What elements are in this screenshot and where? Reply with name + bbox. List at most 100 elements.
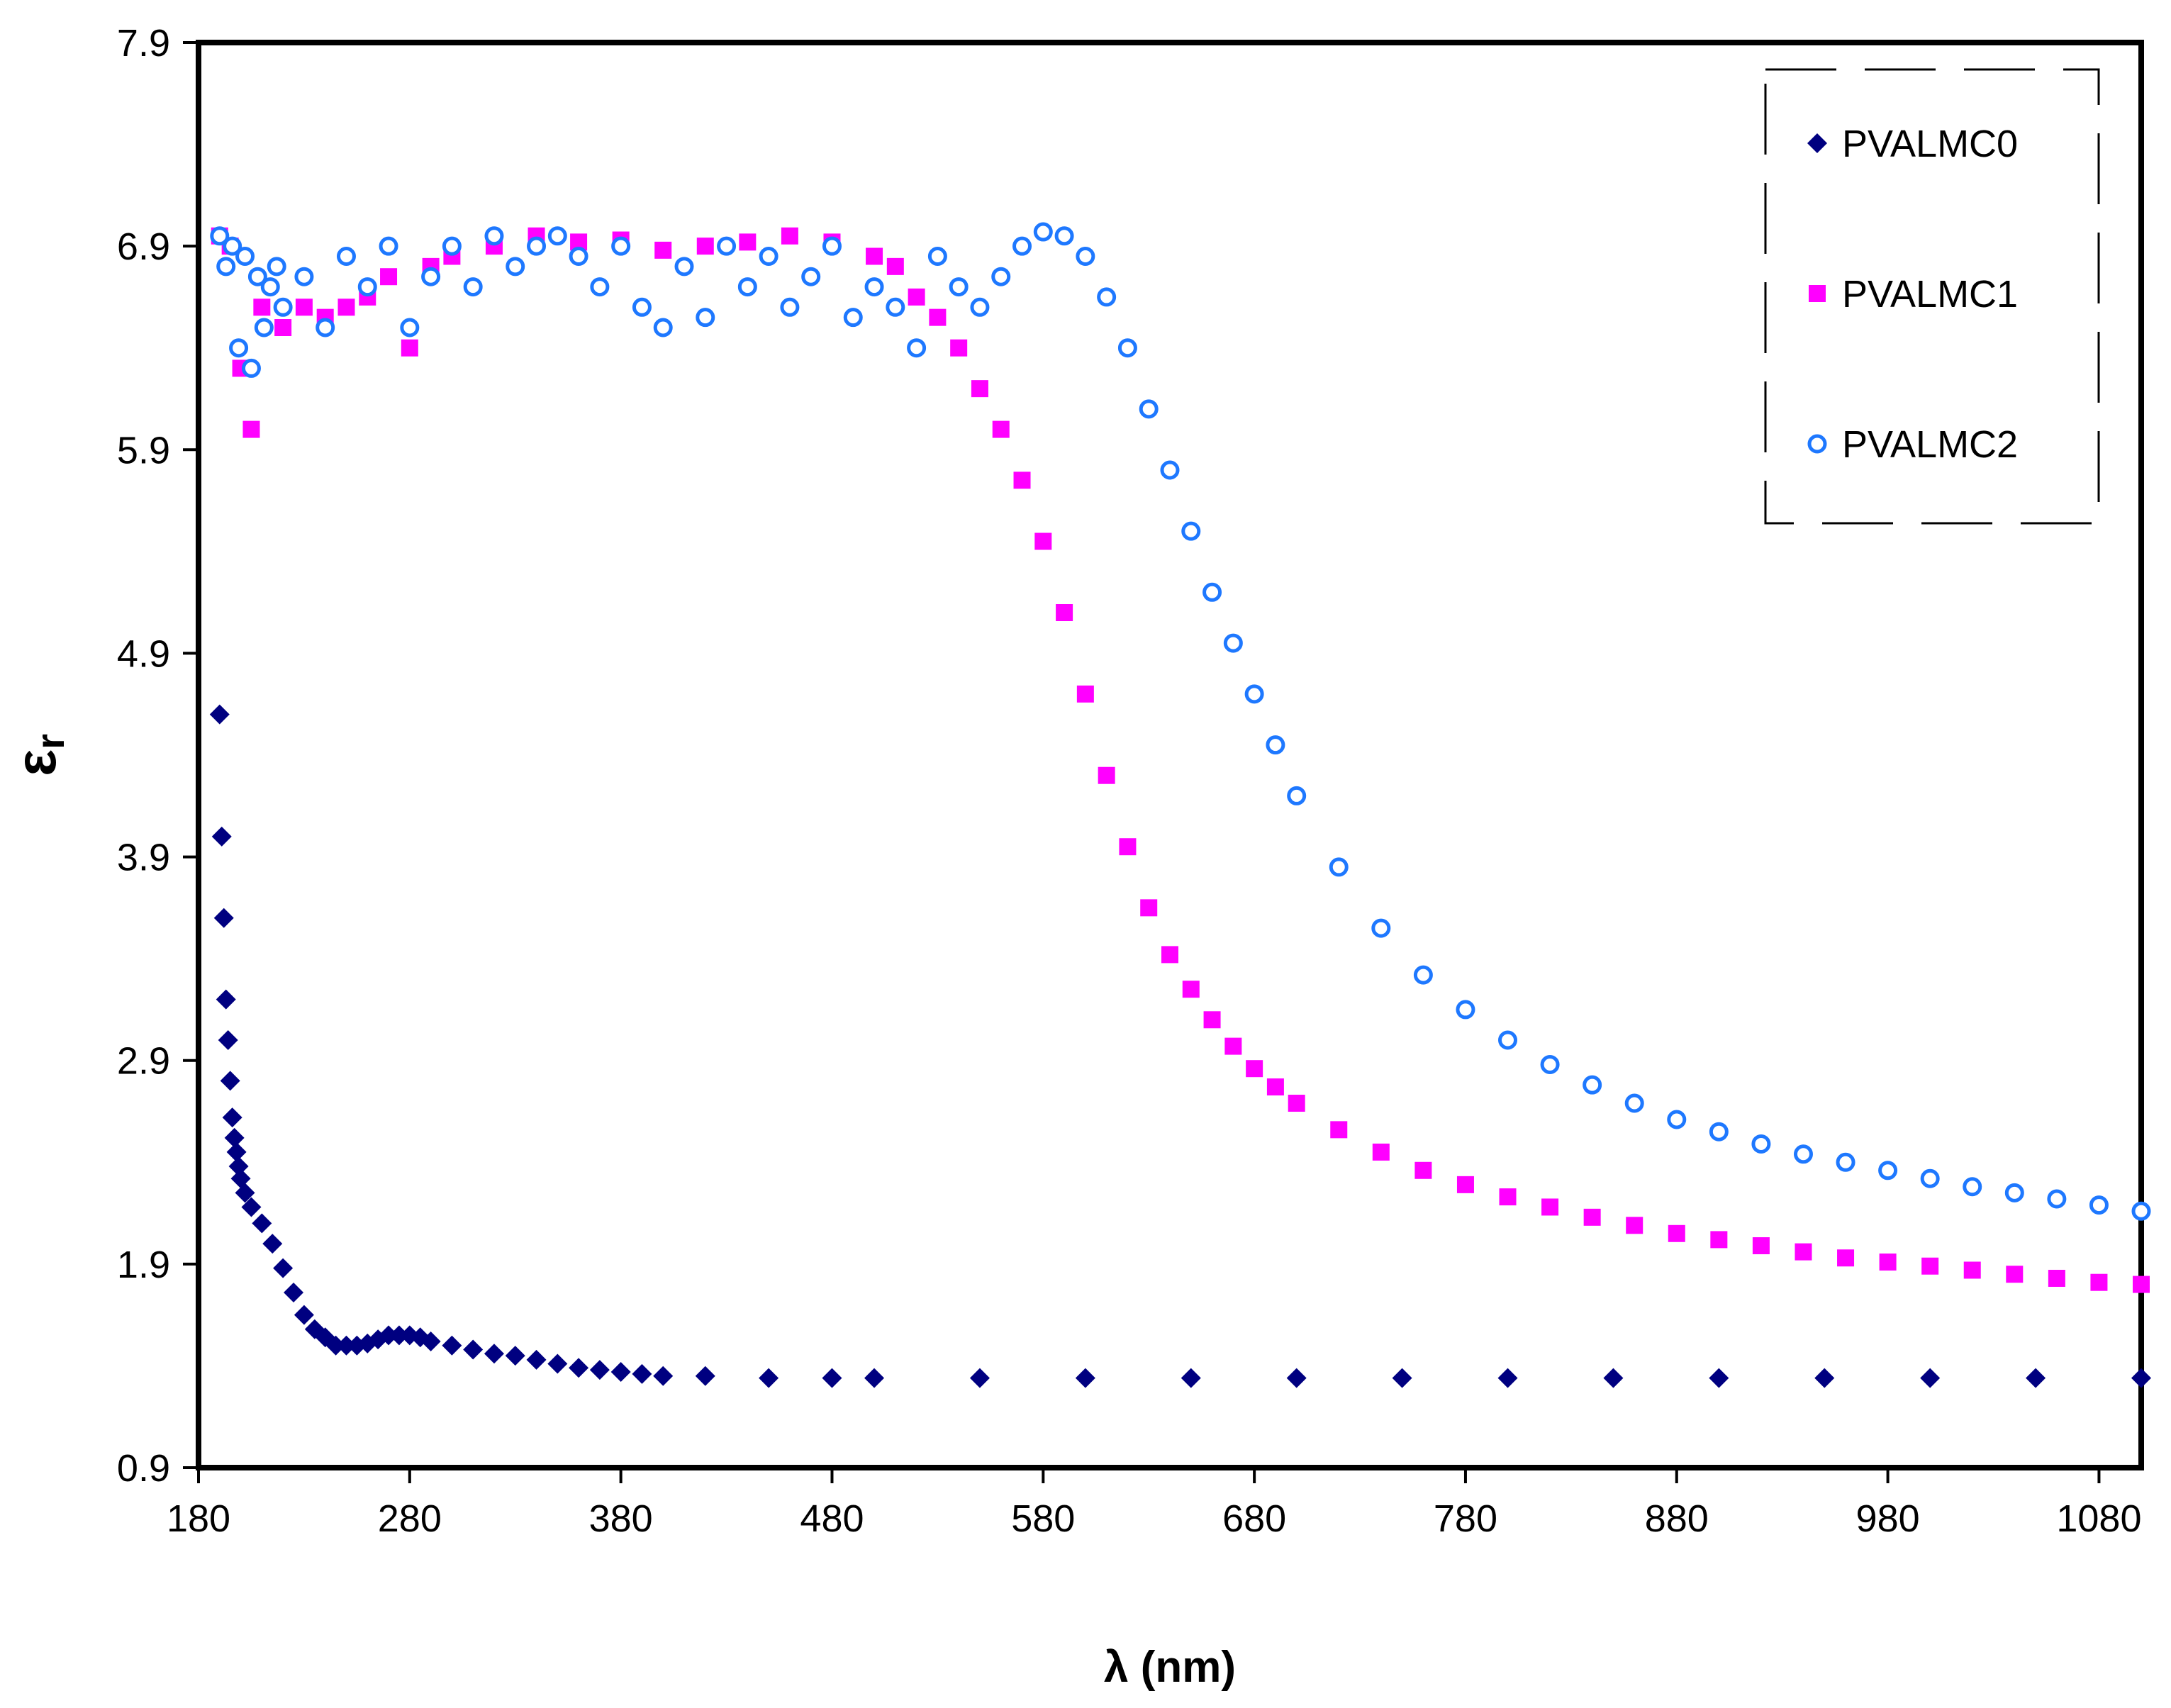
data-point (527, 236, 547, 256)
data-point (253, 298, 271, 316)
data-point (950, 339, 968, 357)
data-point (235, 1183, 255, 1203)
data-point (1054, 226, 1074, 246)
x-tick-label: 380 (589, 1497, 653, 1540)
data-point (696, 308, 715, 328)
data-point (1202, 582, 1222, 602)
data-point (1583, 1208, 1601, 1226)
data-point (442, 236, 462, 256)
data-point (1266, 735, 1285, 755)
data-point (991, 267, 1011, 286)
data-point (927, 247, 947, 266)
data-point (211, 826, 232, 847)
data-point (274, 319, 292, 336)
data-point (1329, 857, 1349, 877)
data-point (1181, 521, 1201, 541)
legend-marker-PVALMC2 (1807, 434, 1827, 454)
data-point (864, 1368, 885, 1388)
data-point (505, 1346, 525, 1366)
data-point (1223, 633, 1243, 653)
data-point (1793, 1144, 1813, 1164)
data-point (1161, 946, 1178, 964)
data-point (1076, 247, 1095, 266)
x-tick-label: 680 (1222, 1497, 1286, 1540)
data-point (230, 1168, 251, 1189)
data-point (1752, 1237, 1770, 1255)
legend-label: PVALMC0 (1842, 123, 2018, 165)
data-point (590, 277, 610, 297)
data-point (2026, 1368, 2046, 1388)
data-point (442, 1335, 462, 1356)
data-point (970, 297, 990, 317)
x-tick-label: 580 (1011, 1497, 1075, 1540)
data-point (1836, 1152, 1855, 1172)
data-point (907, 338, 927, 358)
y-axis: 0.9 1.9 2.9 3.9 4.9 5.9 6.9 7.9 (117, 22, 199, 1490)
data-point (781, 227, 798, 245)
legend-marker-PVALMC0 (1807, 133, 1827, 153)
data-point (1963, 1261, 1981, 1279)
y-axis-title-subscript: r (28, 734, 72, 749)
data-point (1140, 899, 1158, 917)
data-point (969, 1368, 990, 1388)
x-axis: 180 280 380 480 580 680 780 880 980 1080 (167, 1468, 2142, 1540)
data-point (1498, 1030, 1518, 1050)
legend: PVALMC0 PVALMC1 PVALMC2 (1764, 68, 2100, 525)
x-tick-label: 780 (1434, 1497, 1497, 1540)
data-point (1710, 1231, 1728, 1249)
data-point (1139, 399, 1159, 419)
data-point (295, 298, 313, 316)
data-point (1182, 981, 1200, 998)
data-point (2089, 1195, 2109, 1215)
data-point (389, 1325, 409, 1346)
data-point (1709, 1122, 1729, 1142)
data-point (463, 277, 483, 297)
data-point (1541, 1198, 1559, 1216)
data-point (400, 318, 420, 337)
data-point (1224, 1037, 1242, 1055)
data-point (421, 267, 441, 286)
data-point (1668, 1224, 1685, 1242)
data-point (1456, 1000, 1475, 1020)
data-point (463, 1339, 484, 1360)
data-point (1034, 532, 1052, 550)
y-tick-label: 2.9 (117, 1040, 170, 1083)
data-point (632, 297, 652, 317)
data-point (223, 236, 242, 256)
data-marks (209, 222, 2151, 1388)
data-point (1921, 1257, 1939, 1275)
data-point (653, 1366, 674, 1386)
data-point (247, 267, 267, 286)
data-point (992, 420, 1010, 438)
legend-entries: PVALMC0 PVALMC1 PVALMC2 (1807, 123, 2018, 466)
data-point (242, 420, 260, 438)
data-point (235, 247, 255, 266)
data-point (866, 247, 883, 265)
data-point (1288, 1095, 1305, 1112)
data-point (209, 704, 230, 725)
data-point (484, 1344, 504, 1364)
data-point (1286, 1368, 1307, 1388)
data-point (226, 1142, 247, 1162)
data-point (1920, 1168, 1940, 1188)
data-point (1181, 1368, 1201, 1388)
data-point (739, 233, 757, 251)
data-point (1119, 838, 1137, 856)
data-point (506, 257, 525, 277)
data-point (759, 1368, 779, 1388)
data-point (547, 1353, 568, 1374)
data-point (294, 267, 314, 286)
data-point (1012, 236, 1032, 256)
data-point (216, 257, 236, 277)
data-point (1878, 1161, 1898, 1180)
data-point (1499, 1188, 1517, 1206)
data-point (759, 247, 778, 266)
x-tick-label: 980 (1856, 1497, 1920, 1540)
data-point (2004, 1183, 2024, 1202)
data-point (2048, 1269, 2065, 1287)
data-point (971, 380, 988, 398)
data-point (380, 268, 398, 286)
x-tick-label: 280 (378, 1497, 442, 1540)
data-point (336, 1335, 357, 1356)
